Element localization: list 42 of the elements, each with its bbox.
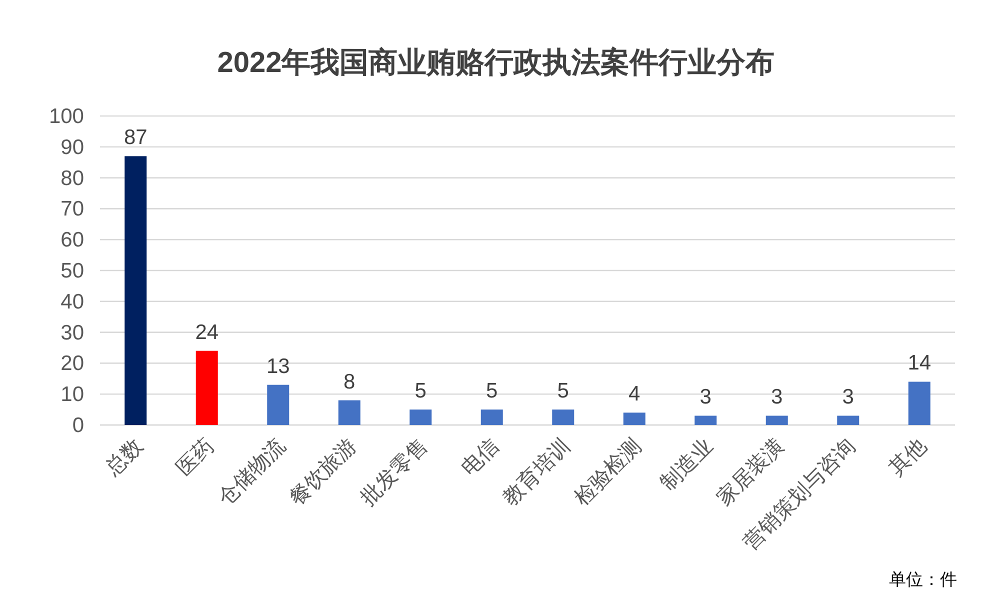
x-tick-label: 检验检测 bbox=[570, 434, 646, 510]
data-label: 5 bbox=[557, 380, 569, 403]
y-tick-label: 90 bbox=[60, 136, 84, 159]
chart-title: 2022年我国商业贿赂行政执法案件行业分布 bbox=[217, 46, 775, 79]
text: 单位：件 bbox=[889, 570, 957, 589]
bar bbox=[552, 410, 574, 425]
data-label: 5 bbox=[486, 380, 498, 403]
bar bbox=[196, 350, 218, 425]
y-tick-label: 30 bbox=[60, 321, 84, 344]
bar bbox=[480, 410, 503, 425]
x-tick-label: 其他 bbox=[884, 434, 931, 480]
data-label: 13 bbox=[266, 354, 290, 378]
data-label: 3 bbox=[842, 386, 854, 409]
data-label: 14 bbox=[908, 352, 932, 375]
bar bbox=[267, 384, 290, 425]
bar bbox=[338, 400, 360, 425]
y-tick-label: 80 bbox=[60, 166, 84, 190]
x-tick-label: 电信 bbox=[457, 434, 504, 480]
x-tick-label: 总数 bbox=[100, 434, 148, 481]
data-label: 4 bbox=[628, 382, 641, 406]
bar bbox=[410, 410, 432, 425]
y-tick-label: 40 bbox=[60, 290, 84, 314]
y-tick-label: 10 bbox=[60, 383, 84, 406]
data-label: 24 bbox=[195, 320, 219, 344]
bar bbox=[124, 156, 147, 425]
bar bbox=[837, 416, 860, 425]
bar bbox=[908, 382, 930, 425]
x-tick-label: 批发零售 bbox=[356, 434, 432, 510]
bar bbox=[623, 412, 646, 425]
y-tick-label: 20 bbox=[60, 352, 84, 376]
y-tick-label: 100 bbox=[48, 105, 84, 128]
y-tick-label: 60 bbox=[60, 228, 84, 252]
data-label: 87 bbox=[124, 126, 148, 150]
y-tick-label: 0 bbox=[72, 414, 84, 437]
data-label: 3 bbox=[700, 386, 712, 409]
bar bbox=[694, 416, 717, 425]
y-tick-label: 50 bbox=[60, 260, 84, 282]
data-label: 5 bbox=[414, 380, 426, 403]
data-label: 3 bbox=[771, 386, 783, 409]
y-tick-label: 70 bbox=[60, 198, 84, 221]
bar bbox=[766, 416, 788, 425]
data-label: 8 bbox=[344, 370, 356, 394]
